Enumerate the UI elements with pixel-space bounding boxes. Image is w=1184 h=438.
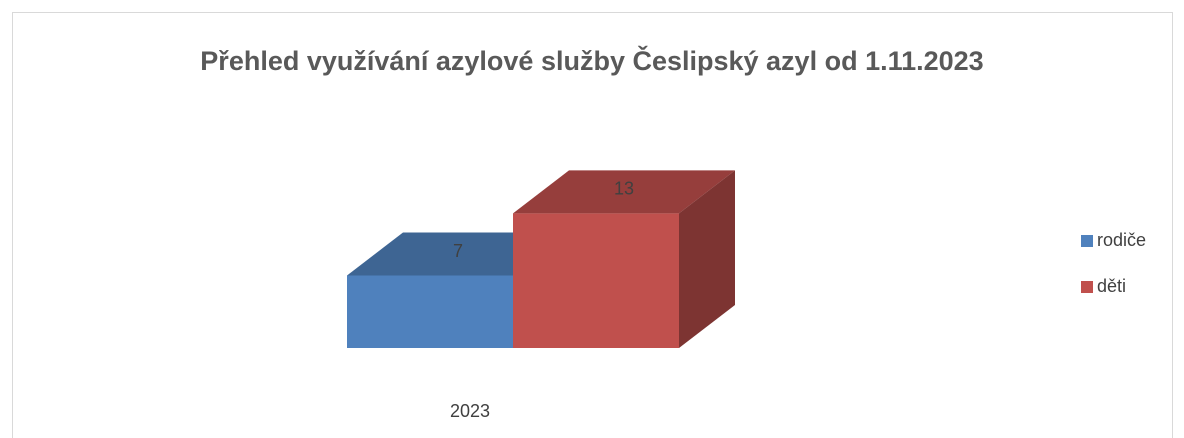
- value-label: 13: [614, 179, 634, 199]
- bar-side: [679, 170, 735, 348]
- legend-label: rodiče: [1097, 230, 1146, 250]
- bar-top: [513, 170, 735, 214]
- legend-swatch: [1081, 281, 1093, 293]
- bar-front: [347, 275, 513, 348]
- legend-label: děti: [1097, 276, 1126, 296]
- bar-front: [513, 213, 679, 348]
- value-label: 7: [453, 241, 463, 261]
- x-tick-label: 2023: [450, 401, 490, 421]
- legend-swatch: [1081, 235, 1093, 247]
- chart-title: Přehled využívání azylové služby Česlips…: [200, 45, 983, 76]
